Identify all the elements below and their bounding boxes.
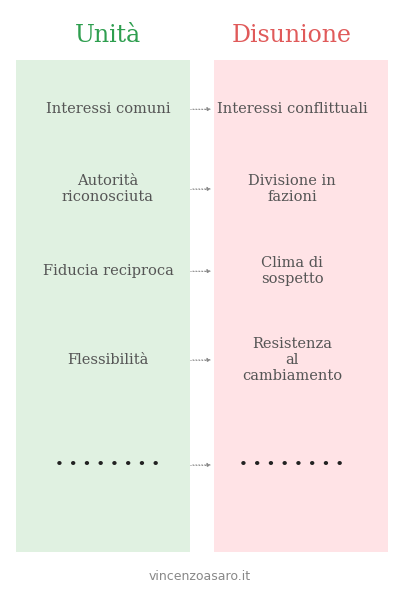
Text: vincenzoasaro.it: vincenzoasaro.it (149, 569, 251, 583)
Text: Interessi conflittuali: Interessi conflittuali (217, 102, 367, 116)
Text: • • • • • • • •: • • • • • • • • (56, 458, 160, 472)
Text: Autorità
riconosciuta: Autorità riconosciuta (62, 174, 154, 204)
Text: Unità: Unità (75, 25, 141, 47)
Text: Interessi comuni: Interessi comuni (46, 102, 170, 116)
Text: Clima di
sospetto: Clima di sospetto (261, 256, 323, 286)
Text: Fiducia reciproca: Fiducia reciproca (42, 264, 174, 278)
Text: Disunione: Disunione (232, 25, 352, 47)
FancyBboxPatch shape (214, 60, 388, 552)
Text: Flessibilità: Flessibilità (67, 353, 149, 367)
Text: Divisione in
fazioni: Divisione in fazioni (248, 174, 336, 204)
Text: Resistenza
al
cambiamento: Resistenza al cambiamento (242, 337, 342, 383)
Text: • • • • • • • •: • • • • • • • • (240, 458, 344, 472)
FancyBboxPatch shape (16, 60, 190, 552)
